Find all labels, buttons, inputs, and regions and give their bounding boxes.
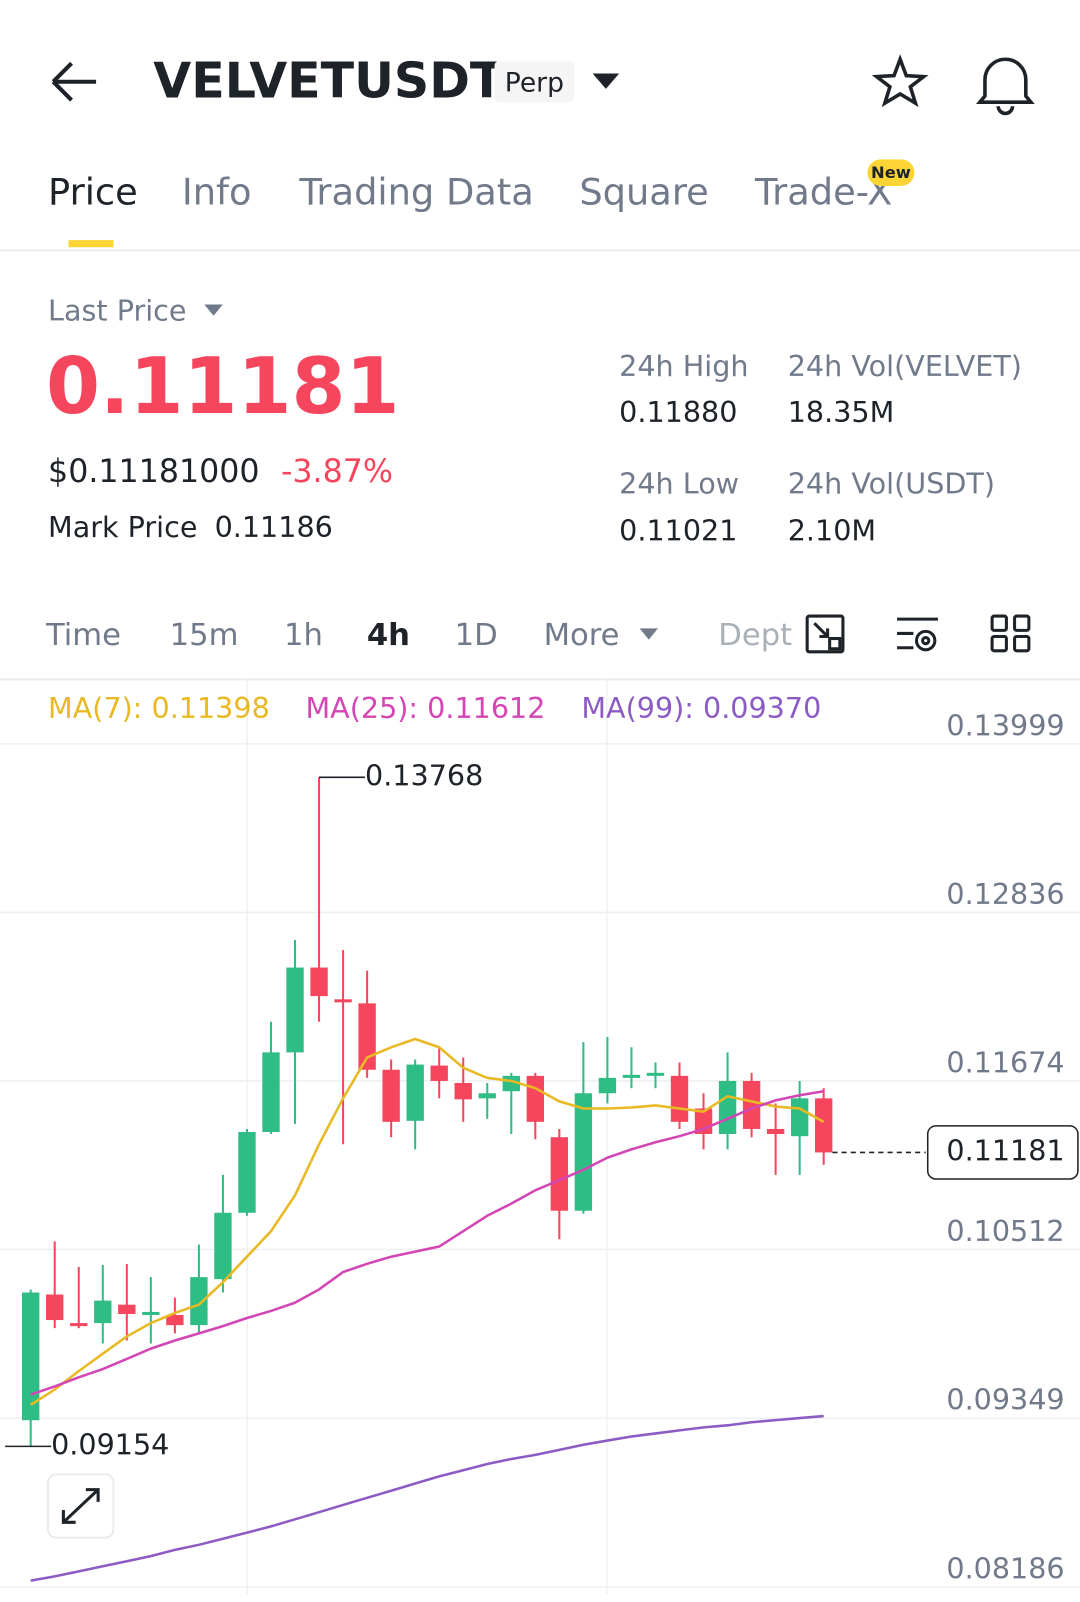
layout-icon[interactable] (990, 614, 1031, 653)
interval[interactable]: More (544, 618, 620, 653)
candle-body (214, 1212, 232, 1280)
low-label: 0.09154 (51, 1427, 169, 1461)
candle-body (70, 1323, 88, 1327)
stat-value: 0.11880 (619, 395, 737, 429)
last-price-box (926, 1125, 1079, 1180)
tab-indicator (68, 240, 114, 248)
last-price-tag: 0.11181 (946, 1133, 1064, 1167)
legend-item: MA(7): 0.11398 (48, 691, 270, 725)
candle-body (742, 1080, 761, 1129)
candle-body (598, 1077, 617, 1094)
candle-body (382, 1069, 400, 1122)
more-dropdown[interactable] (639, 628, 659, 640)
interval[interactable]: Dept (718, 618, 792, 653)
mark-price: 0.11186 (215, 510, 333, 544)
favorite-icon[interactable] (871, 54, 929, 108)
candle-body (286, 967, 304, 1053)
fullscreen-button[interactable] (47, 1473, 115, 1539)
stat-value: 0.11021 (619, 513, 737, 547)
y-tick-label: 0.10512 (946, 1214, 1064, 1248)
candle-body (574, 1093, 593, 1211)
candle-body (622, 1074, 641, 1078)
stat-label: 24h Low (619, 466, 739, 500)
candle-body (670, 1075, 689, 1122)
tab[interactable]: Trading Data (298, 171, 533, 214)
indicator-icon[interactable] (897, 617, 938, 652)
tab[interactable]: Square (579, 171, 708, 214)
price-type-dropdown[interactable] (204, 304, 223, 316)
y-tick-label: 0.08186 (946, 1551, 1064, 1585)
ma-line (30, 1089, 824, 1396)
candle-body (46, 1294, 64, 1321)
interval[interactable]: 1D (455, 618, 498, 653)
interval[interactable]: 15m (170, 618, 239, 653)
badge-bg (494, 61, 575, 103)
candle-body (334, 999, 352, 1003)
candle-body (814, 1098, 833, 1153)
stat-label: 24h High (619, 349, 748, 383)
y-tick-label: 0.09349 (946, 1383, 1064, 1417)
new-badge: New (871, 163, 911, 182)
candle-body (526, 1075, 545, 1122)
candle-body (766, 1128, 785, 1135)
candle-body (166, 1314, 184, 1326)
candle-body (22, 1292, 40, 1421)
candle-body (238, 1131, 256, 1213)
candle-body (310, 967, 328, 997)
candle-body (718, 1080, 737, 1135)
candle-body (142, 1311, 160, 1315)
candle-body (430, 1065, 448, 1081)
y-tick-label: 0.13999 (946, 708, 1064, 742)
symbol[interactable]: VELVETUSDT (153, 51, 504, 109)
new-badge-bg (867, 159, 915, 186)
candle-body (118, 1304, 136, 1314)
candle-body (646, 1072, 665, 1076)
stat-value: 18.35M (788, 395, 895, 429)
stat-label: 24h Vol(VELVET) (788, 349, 1022, 383)
tab[interactable]: Price (48, 171, 138, 214)
interval[interactable]: Time (45, 618, 121, 653)
last-price: 0.11181 (46, 342, 400, 432)
interval[interactable]: 1h (284, 618, 323, 653)
candle-body (790, 1098, 809, 1137)
price-type[interactable]: Last Price (48, 294, 186, 328)
y-tick-label: 0.11674 (946, 1046, 1064, 1080)
back-button[interactable] (51, 61, 97, 102)
ma-line (30, 1037, 825, 1406)
tab[interactable]: Info (182, 171, 252, 214)
candle-body (550, 1137, 569, 1211)
candle-body (262, 1052, 280, 1132)
candle-body (406, 1064, 424, 1121)
perp-badge: Perp (505, 67, 564, 98)
candle-body (94, 1300, 112, 1324)
usd-price: $0.11181000 (48, 454, 259, 490)
stat-label: 24h Vol(USDT) (788, 466, 995, 500)
candle-body (478, 1093, 496, 1099)
y-tick-label: 0.12836 (946, 877, 1064, 911)
high-label: 0.13768 (365, 758, 483, 792)
kline-chart: 0.13999 0.12836 0.11674 0.10512 0.09349 0.081… (0, 679, 1080, 1594)
legend-item: MA(25): 0.11612 (306, 691, 546, 725)
price-change: -3.87% (281, 454, 393, 490)
candle-body (454, 1082, 472, 1100)
stat-value: 2.10M (788, 513, 876, 547)
alert-icon[interactable] (976, 57, 1035, 116)
symbol-dropdown[interactable] (592, 73, 620, 89)
resize-icon[interactable] (805, 614, 845, 654)
candle-body (190, 1277, 208, 1326)
legend-item: MA(99): 0.09370 (581, 691, 821, 725)
candle-body (358, 1003, 376, 1070)
mark-price-label: Mark Price (48, 510, 197, 544)
interval[interactable]: 4h (367, 618, 410, 653)
ma-line (30, 1414, 824, 1582)
